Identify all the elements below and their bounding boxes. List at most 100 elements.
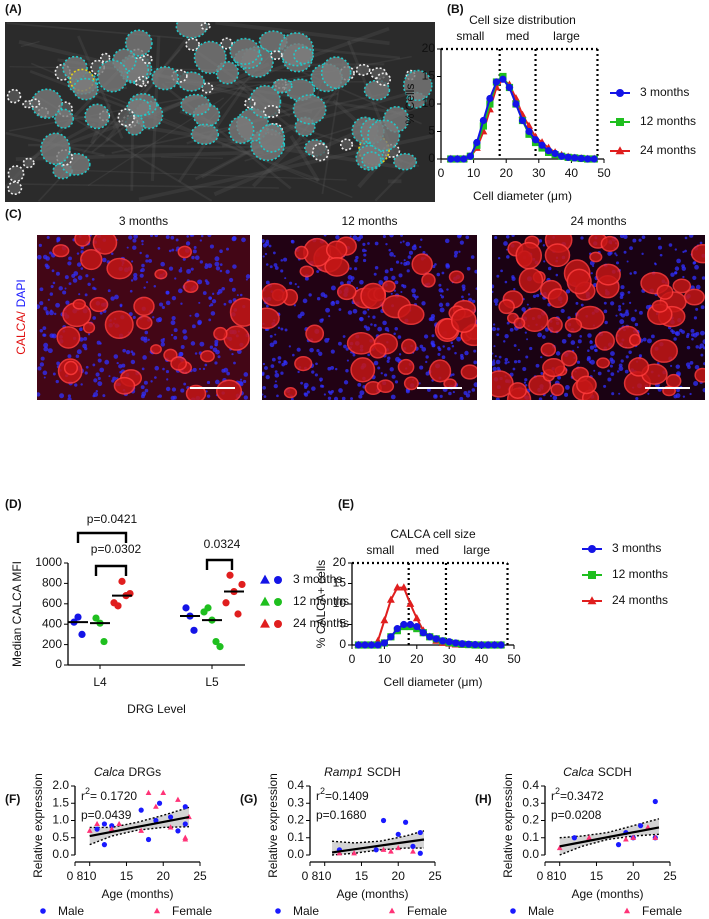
nucleus — [192, 249, 197, 254]
nucleus — [362, 242, 366, 246]
nucleus — [494, 355, 497, 358]
marker — [275, 908, 281, 914]
nucleus — [430, 316, 435, 322]
chart-title: CALCA cell size — [390, 527, 476, 541]
neuron — [690, 244, 705, 264]
nucleus — [673, 337, 677, 341]
nucleus — [646, 338, 652, 344]
nucleus — [231, 353, 234, 356]
nucleus — [186, 235, 189, 238]
nucleus — [703, 362, 705, 366]
nucleus — [64, 287, 67, 290]
stat-r2-value: =0.1409 — [325, 789, 369, 803]
nucleus — [319, 377, 323, 382]
nucleus — [56, 240, 59, 243]
neuron — [589, 251, 603, 263]
cell-outline — [22, 157, 35, 169]
y-tick-label: 5 — [339, 617, 346, 631]
nucleus — [107, 289, 111, 293]
nucleus — [349, 235, 352, 238]
nucleus — [461, 295, 464, 299]
neuron — [360, 282, 387, 310]
marker — [410, 843, 416, 849]
ci-upper — [89, 806, 190, 829]
nucleus — [579, 335, 582, 338]
nucleus — [190, 267, 194, 271]
cell-outline — [29, 98, 41, 108]
neuron — [350, 357, 376, 383]
nucleus — [311, 370, 315, 374]
nucleus — [679, 328, 683, 333]
marker — [78, 630, 86, 639]
neuron — [262, 282, 288, 307]
marker — [439, 637, 447, 645]
neuron — [213, 326, 228, 341]
marker — [410, 848, 416, 854]
nucleus — [523, 381, 527, 384]
nucleus — [209, 345, 214, 349]
nucleus — [700, 305, 705, 310]
nucleus — [297, 285, 300, 289]
nucleus — [306, 390, 310, 394]
nucleus — [448, 391, 452, 396]
nucleus — [82, 343, 87, 349]
nucleus — [171, 248, 175, 252]
nucleus — [629, 246, 633, 251]
ci-upper — [559, 818, 660, 839]
marker — [556, 844, 563, 851]
nucleus — [132, 315, 136, 319]
nucleus — [355, 255, 359, 260]
marker — [393, 625, 401, 633]
neuron — [628, 357, 650, 377]
neuron — [683, 288, 705, 306]
marker — [571, 835, 578, 841]
nucleus — [38, 243, 42, 247]
nucleus — [269, 265, 273, 269]
nucleus — [314, 373, 318, 377]
nucleus — [670, 272, 675, 277]
nucleus — [200, 235, 204, 238]
nucleus — [228, 277, 234, 283]
nucleus — [441, 271, 445, 275]
nucleus — [87, 333, 91, 336]
nucleus — [108, 375, 111, 378]
nucleus — [418, 382, 421, 385]
nucleus — [245, 278, 248, 281]
nucleus — [618, 363, 623, 368]
nucleus — [393, 254, 396, 258]
marker — [160, 789, 167, 795]
nucleus — [139, 269, 143, 273]
tissue-streak — [14, 183, 279, 189]
region-label: large — [553, 29, 580, 43]
nucleus — [359, 390, 365, 396]
nucleus — [415, 295, 419, 299]
marker — [630, 834, 637, 840]
nucleus — [373, 360, 379, 366]
nucleus — [450, 341, 454, 345]
nucleus — [147, 338, 150, 341]
nucleus — [141, 391, 147, 397]
nucleus — [639, 310, 643, 315]
neuron — [528, 375, 552, 396]
ci-upper — [332, 830, 425, 844]
y-tick-label: 0.5 — [52, 830, 69, 844]
nucleus — [231, 287, 236, 292]
cell-outline — [200, 22, 211, 31]
neuron — [694, 367, 705, 383]
neuron — [450, 308, 477, 333]
nucleus — [394, 280, 399, 285]
nucleus — [492, 323, 496, 326]
nucleus — [67, 397, 72, 400]
nucleus — [131, 260, 134, 263]
nucleus — [497, 256, 501, 260]
marker — [417, 850, 423, 856]
nucleus — [397, 335, 402, 339]
y-tick-label: 0.2 — [522, 813, 539, 827]
marker — [479, 116, 487, 125]
marker — [564, 153, 572, 161]
legend-label: 12 months — [640, 114, 696, 128]
nucleus — [373, 323, 377, 327]
nucleus — [383, 373, 388, 377]
nucleus — [622, 302, 625, 305]
marker — [393, 583, 402, 591]
